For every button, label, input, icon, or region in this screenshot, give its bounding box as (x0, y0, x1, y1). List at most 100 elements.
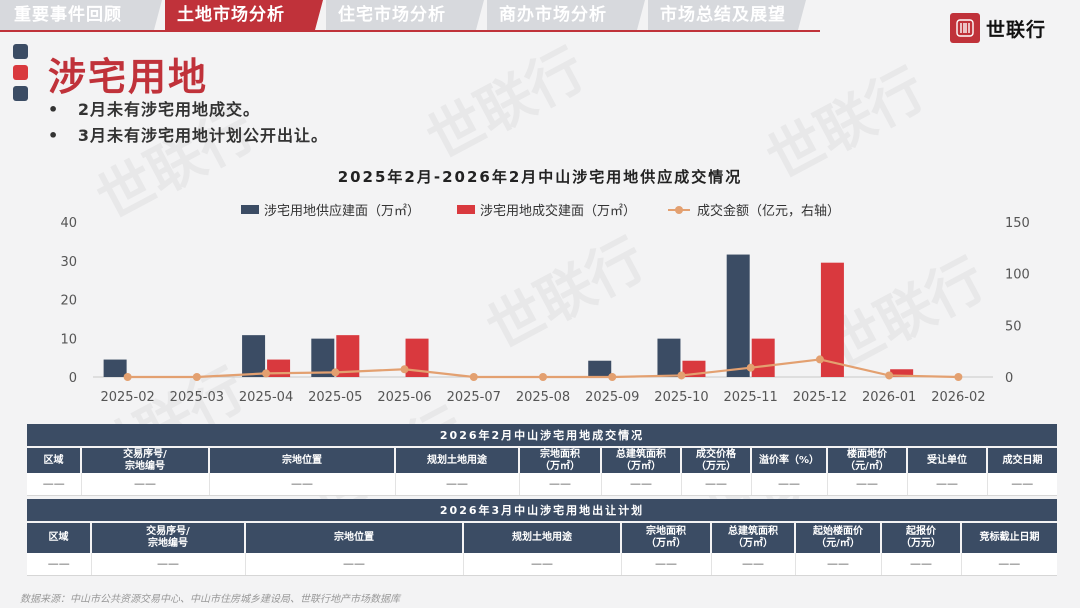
legend-swatch (457, 205, 475, 214)
tab-market-summary[interactable]: 市场总结及展望 (648, 0, 806, 30)
title-marker-mid (13, 65, 28, 80)
legend-swatch-dot (675, 206, 683, 214)
bar-supply (103, 359, 127, 377)
y-left-tick-label: 30 (60, 255, 77, 270)
tab-commercial-office-market[interactable]: 商办市场分析 (487, 0, 645, 30)
x-tick-label: 2025-03 (170, 390, 224, 405)
plan-table-header-text: （元/㎡） (816, 538, 860, 549)
deal-table-header-cell: 受让单位 (907, 446, 988, 473)
plan-table-header-cell: 规划土地用途 (463, 521, 622, 553)
x-tick-label: 2025-09 (585, 390, 639, 405)
bar-supply (588, 360, 612, 377)
brand-logo: 世联行 (950, 13, 1046, 43)
plan-table-header-text: 交易序号/ (146, 526, 190, 537)
plan-table-header-cell: 宗地面积 （万㎡） (621, 521, 712, 553)
x-tick-label: 2025-02 (100, 390, 154, 405)
x-tick-label: 2025-11 (724, 390, 778, 405)
x-tick-label: 2025-08 (516, 390, 570, 405)
deal-table-header-cell: 交易序号/宗地编号 (81, 446, 210, 473)
line-point (746, 363, 755, 372)
plan-table-cell: —— (91, 553, 246, 576)
bullet-2-text: 3月未有涉宅用地计划公开出让。 (77, 126, 328, 145)
deal-table-header-text: 成交价格 (696, 448, 736, 460)
plan-table-header-text: 宗地面积 (646, 526, 686, 537)
deal-table-header-text: 成交日期 (1002, 454, 1043, 466)
plan-table-header-cell: 区域 (27, 521, 92, 553)
x-tick-label: 2025-12 (793, 390, 847, 405)
line-point (400, 365, 409, 374)
deal-table-header-cell: 楼面地价 （元/㎡） (827, 446, 908, 473)
plan-table-cell: —— (27, 553, 92, 576)
title-marker-bottom (13, 86, 28, 101)
bar-deal (751, 338, 775, 377)
legend-label: 涉宅用地供应建面（万㎡） (264, 203, 420, 219)
deal-table-caption: 2026年2月中山涉宅用地成交情况 (27, 424, 1058, 447)
plan-table-header-cell: 交易序号/宗地编号 (91, 521, 246, 553)
plan-table-header-text: （万元） (901, 538, 941, 549)
line-point (192, 373, 201, 381)
bullet-2: • 3月未有涉宅用地计划公开出让。 (48, 122, 328, 146)
tab-important-events[interactable]: 重要事件回顾 (0, 0, 162, 30)
line-point (262, 369, 271, 378)
title-marker-top (13, 44, 28, 59)
deal-table-header-cell: 宗地面积 （万㎡） (519, 446, 602, 473)
page-title: 涉宅用地 (48, 55, 209, 99)
logo-text: 世联行 (986, 18, 1047, 41)
plan-table-cell: —— (881, 553, 962, 576)
bar-deal (336, 335, 360, 377)
deal-table-cell: —— (907, 473, 988, 496)
bullet-mark: • (48, 126, 60, 145)
watermark-text: 世联行 (416, 36, 596, 174)
bullet-mark: • (48, 100, 60, 119)
deal-table-cell: —— (209, 473, 396, 496)
bar-supply (311, 338, 335, 377)
y-left-tick-label: 20 (60, 294, 77, 309)
logo-seal-icon (950, 13, 980, 43)
bar-deal (820, 262, 844, 377)
deal-table-header-text: 宗地位置 (282, 454, 322, 466)
deal-table-cell: —— (681, 473, 752, 496)
plan-table-header-cell: 总建筑面积 （万㎡） (711, 521, 796, 553)
line-point (608, 373, 617, 381)
plan-table-header-text: 总建筑面积 (728, 526, 778, 537)
bar-deal (405, 338, 429, 377)
tab-residential-market[interactable]: 住宅市场分析 (326, 0, 484, 30)
deal-table: 2026年2月中山涉宅用地成交情况 区域 交易序号/宗地编号 宗地位置 规划土地用途 宗… (27, 424, 1058, 496)
y-right-tick-label: 100 (1005, 268, 1030, 283)
deal-table-header-cell: 溢价率（%） (751, 446, 828, 473)
deal-table-header-cell: 区域 (27, 446, 82, 473)
x-tick-label: 2025-05 (308, 390, 362, 405)
deal-table-cell: —— (987, 473, 1058, 496)
plan-table-cell: —— (463, 553, 622, 576)
deal-table-header-text: 宗地面积 (540, 448, 580, 460)
deal-table-header-text: （万㎡） (540, 460, 580, 472)
deal-table-header-cell: 总建筑面积 （万㎡） (601, 446, 682, 473)
deal-table-header-text: 交易序号/ (123, 448, 167, 460)
y-right-tick-label: 50 (1005, 319, 1022, 334)
deal-table-header-text: （万㎡） (621, 460, 661, 472)
y-left-tick-label: 0 (69, 371, 77, 386)
plan-table-cell: —— (711, 553, 796, 576)
plan-table-cell: —— (621, 553, 712, 576)
chart: 0 10 20 30 40 0 50 100 150 2025-02 2025-03 2025-04 2… (60, 203, 1030, 405)
plan-table-header-text: 竞标截止日期 (979, 532, 1040, 543)
bar-supply (242, 335, 266, 377)
deal-table-header-text: 规划土地用途 (427, 454, 487, 466)
tab-land-market[interactable]: 土地市场分析 (165, 0, 323, 30)
x-tick-label: 2026-01 (862, 390, 916, 405)
plan-table-header-cell: 竞标截止日期 (961, 521, 1058, 553)
plan-table-caption: 2026年3月中山涉宅用地出让计划 (27, 499, 1058, 522)
deal-table-header-text: 区域 (43, 454, 64, 466)
bar-deal (890, 369, 914, 377)
plan-table-header-cell: 起报价 （万元） (881, 521, 962, 553)
legend-swatch (241, 205, 259, 214)
deal-table-header-cell: 成交日期 (987, 446, 1058, 473)
legend-label: 成交金额（亿元，右轴） (697, 203, 840, 219)
deal-table-header-text: （元/㎡） (845, 460, 889, 472)
deal-table-header-text: 楼面地价 (847, 448, 887, 460)
x-tick-label: 2025-07 (447, 390, 501, 405)
deal-table-cell: —— (601, 473, 682, 496)
deal-table-cell: —— (751, 473, 828, 496)
deal-table-header-text: （万元） (696, 460, 736, 472)
